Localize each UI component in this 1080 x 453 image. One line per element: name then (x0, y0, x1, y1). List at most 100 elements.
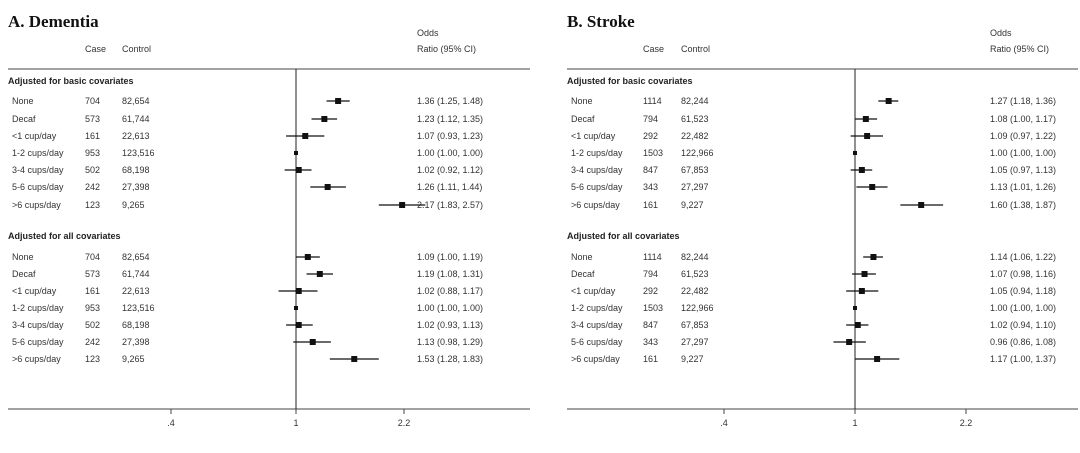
chart-a-row-control: 9,265 (122, 200, 145, 210)
chart-b-group-label: Adjusted for all covariates (567, 231, 680, 241)
chart-a-row-case: 242 (85, 337, 100, 347)
chart-a-row-or-text: 1.26 (1.11, 1.44) (417, 182, 482, 192)
chart-b-row-control: 22,482 (681, 131, 709, 141)
chart-b-row-or-text: 1.09 (0.97, 1.22) (990, 131, 1056, 141)
chart-b-row-category: <1 cup/day (571, 286, 616, 296)
chart-a-row-or-text: 1.02 (0.93, 1.13) (417, 320, 483, 330)
chart-b-row-case: 847 (643, 320, 658, 330)
chart-a-row-category: 5-6 cups/day (12, 337, 64, 347)
chart-a-row-category: 1-2 cups/day (12, 148, 64, 158)
chart-b-point-estimate (918, 202, 925, 208)
chart-a-point-estimate (316, 271, 323, 277)
chart-b-row-category: None (571, 96, 593, 106)
chart-a-x-tick-label: 2.2 (398, 418, 411, 428)
chart-b-row-or-text: 1.17 (1.00, 1.37) (990, 354, 1056, 364)
chart-a-row-case: 573 (85, 269, 100, 279)
chart-a-point-estimate (295, 167, 302, 173)
chart-b-row-case: 1114 (643, 252, 662, 262)
chart-b-row-category: None (571, 252, 593, 262)
chart-a-x-tick-label: .4 (167, 418, 175, 428)
chart-a-point-estimate (294, 306, 298, 310)
chart-a-point-estimate (324, 184, 331, 190)
chart-b-row-case: 161 (643, 200, 658, 210)
chart-a-row-control: 82,654 (122, 96, 150, 106)
chart-a-row-case: 704 (85, 96, 100, 106)
chart-a-row-category: <1 cup/day (12, 286, 57, 296)
chart-b-row-or-text: 1.00 (1.00, 1.00) (990, 303, 1056, 313)
chart-a-row-control: 61,744 (122, 114, 150, 124)
chart-b-x-tick-label: 2.2 (960, 418, 973, 428)
chart-a-group-label: Adjusted for basic covariates (8, 76, 134, 86)
chart-b-group-label: Adjusted for basic covariates (567, 76, 693, 86)
chart-b-row-control: 61,523 (681, 269, 709, 279)
chart-b-row-case: 1503 (643, 303, 663, 313)
chart-b-point-estimate (864, 133, 871, 139)
chart-a-row-or-text: 1.19 (1.08, 1.31) (417, 269, 483, 279)
chart-a-row-case: 953 (85, 148, 100, 158)
chart-b-row-control: 9,227 (681, 200, 704, 210)
chart-a-point-estimate (294, 151, 298, 155)
chart-a-row-control: 22,613 (122, 131, 150, 141)
chart-b-row-control: 27,297 (681, 337, 709, 347)
chart-a-point-estimate (335, 98, 342, 104)
chart-b-row-category: Decaf (571, 114, 595, 124)
chart-a-row-or-text: 1.36 (1.25, 1.48) (417, 96, 483, 106)
chart-b-row-category: >6 cups/day (571, 200, 620, 210)
chart-a-row-category: 5-6 cups/day (12, 182, 64, 192)
chart-b-row-category: 5-6 cups/day (571, 337, 623, 347)
chart-a-row-control: 68,198 (122, 165, 150, 175)
chart-b-row-control: 67,853 (681, 165, 709, 175)
chart-b-row-or-text: 1.13 (1.01, 1.26) (990, 182, 1056, 192)
chart-a-point-estimate (321, 116, 328, 122)
chart-a-row-category: 3-4 cups/day (12, 320, 64, 330)
chart-a-row-or-text: 1.07 (0.93, 1.23) (417, 131, 483, 141)
chart-b-row-category: 5-6 cups/day (571, 182, 623, 192)
chart-b-point-estimate (853, 151, 857, 155)
chart-b-row-category: 1-2 cups/day (571, 148, 623, 158)
chart-b-row-control: 67,853 (681, 320, 709, 330)
chart-a-row-category: >6 cups/day (12, 354, 61, 364)
chart-b-point-estimate (874, 356, 881, 362)
chart-b-row-or-text: 1.02 (0.94, 1.10) (990, 320, 1056, 330)
chart-a-row-category: <1 cup/day (12, 131, 57, 141)
chart-b-row-case: 292 (643, 131, 658, 141)
chart-b-row-case: 161 (643, 354, 658, 364)
chart-a-row-control: 82,654 (122, 252, 150, 262)
chart-b-header-control: Control (681, 44, 710, 54)
chart-b-row-or-text: 1.27 (1.18, 1.36) (990, 96, 1056, 106)
chart-b-row-case: 794 (643, 269, 658, 279)
chart-a-row-control: 22,613 (122, 286, 150, 296)
chart-b-row-or-text: 1.07 (0.98, 1.16) (990, 269, 1056, 279)
chart-a-row-case: 953 (85, 303, 100, 313)
chart-a-row-or-text: 1.00 (1.00, 1.00) (417, 148, 483, 158)
chart-a-point-estimate (295, 288, 302, 294)
chart-b-row-case: 343 (643, 182, 658, 192)
chart-a-row-or-text: 1.02 (0.88, 1.17) (417, 286, 483, 296)
chart-b-title: B. Stroke (567, 12, 635, 31)
chart-a-row-case: 161 (85, 286, 100, 296)
chart-b-point-estimate (858, 288, 865, 294)
chart-b-row-case: 343 (643, 337, 658, 347)
chart-a-row-category: Decaf (12, 114, 36, 124)
chart-a-row-control: 123,516 (122, 303, 155, 313)
chart-b-point-estimate (858, 167, 865, 173)
chart-b-row-control: 122,966 (681, 148, 714, 158)
chart-a-row-or-text: 1.53 (1.28, 1.83) (417, 354, 483, 364)
chart-a-row-category: None (12, 96, 34, 106)
chart-b-row-case: 1114 (643, 96, 662, 106)
chart-a-row-category: 3-4 cups/day (12, 165, 64, 175)
chart-b-header-case: Case (643, 44, 664, 54)
chart-b-x-tick-label: .4 (720, 418, 728, 428)
chart-a-row-case: 123 (85, 354, 100, 364)
chart-a-header-control: Control (122, 44, 151, 54)
chart-a-point-estimate (295, 322, 302, 328)
chart-b-row-or-text: 1.14 (1.06, 1.22) (990, 252, 1056, 262)
chart-b-header-ratio: Ratio (95% CI) (990, 44, 1049, 54)
chart-b-row-or-text: 1.08 (1.00, 1.17) (990, 114, 1056, 124)
chart-a-row-or-text: 1.09 (1.00, 1.19) (417, 252, 483, 262)
chart-b-row-case: 794 (643, 114, 658, 124)
chart-a-row-case: 161 (85, 131, 100, 141)
chart-b-point-estimate (846, 339, 853, 345)
chart-a-row-control: 9,265 (122, 354, 145, 364)
